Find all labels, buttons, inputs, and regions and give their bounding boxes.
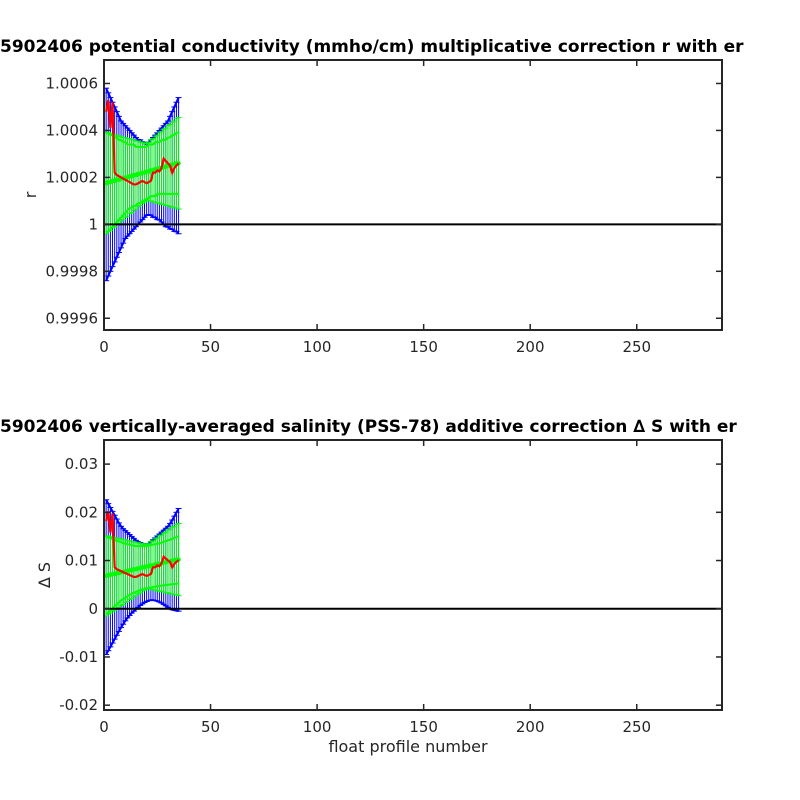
y-tick-label: 1: [88, 215, 98, 233]
plot-marks: [104, 499, 722, 656]
y-tick-label: 1.0004: [46, 121, 99, 139]
x-tick-label: 0: [99, 338, 109, 356]
plot-area: [104, 60, 722, 330]
x-tick-label: 100: [303, 718, 332, 736]
plot-area: [104, 440, 722, 710]
y-tick-label: 0.03: [65, 455, 98, 473]
axes-frame: [103, 439, 723, 711]
blue-lower-envelope: [105, 599, 179, 656]
y-tick-label: -0.02: [59, 696, 98, 714]
y-tick-label: 1.0002: [46, 168, 99, 186]
x-tick-label: 250: [622, 338, 651, 356]
correction-line: [105, 99, 180, 186]
chart-title: 5902406 vertically-averaged salinity (PS…: [0, 417, 737, 437]
chart-title: 5902406 potential conductivity (mmho/cm)…: [0, 37, 744, 57]
green-upper-envelope: [106, 131, 179, 148]
y-tick-label: -0.01: [59, 648, 98, 666]
x-tick-label: 200: [516, 338, 545, 356]
plot-marks: [104, 87, 722, 282]
x-tick-label: 150: [409, 338, 438, 356]
y-tick-label: 0.01: [65, 552, 98, 570]
x-tick-label: 50: [201, 718, 220, 736]
x-tick-label: 50: [201, 338, 220, 356]
panel-conductivity-correction: 0 50 100 150 200 250 0.9996 0.9998 1 1.0002 1.0004…: [0, 37, 744, 356]
x-tick-label: 150: [409, 718, 438, 736]
x-tick-label: 250: [622, 718, 651, 736]
y-tick-label: 0: [88, 600, 98, 618]
y-tick-label: 1.0006: [46, 74, 99, 92]
y-tick-label: 0.02: [65, 503, 98, 521]
y-axis-label: r: [21, 191, 40, 198]
x-tick-label: 100: [303, 338, 332, 356]
green-lower-envelope: [105, 582, 179, 615]
green-lower-envelope: [105, 192, 179, 235]
panel-salinity-correction: 0 50 100 150 200 250 -0.02 -0.01 0 0.01 0.02 0.03 59…: [0, 417, 737, 756]
y-axis-label: ∆ S: [35, 562, 54, 589]
x-tick-label: 0: [99, 718, 109, 736]
blue-lower-envelope: [105, 213, 180, 282]
green-upper-envelope: [106, 535, 179, 548]
axes-frame: [103, 59, 723, 331]
y-tick-label: 0.9998: [46, 262, 99, 280]
correction-line: [105, 511, 180, 579]
x-tick-label: 200: [516, 718, 545, 736]
x-axis-label: float profile number: [328, 737, 488, 756]
y-tick-label: 0.9996: [46, 309, 99, 327]
